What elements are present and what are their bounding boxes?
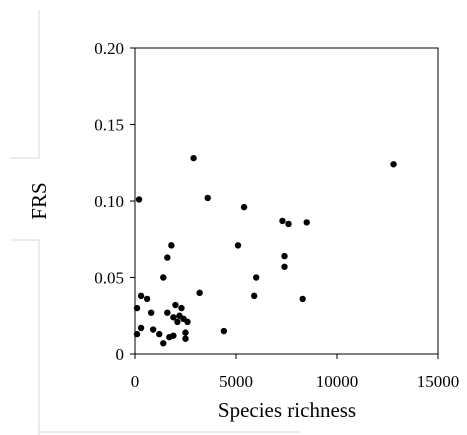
data-point: [149, 326, 157, 333]
data-point: [182, 329, 189, 336]
x-tick-label: 15000: [417, 372, 460, 391]
data-point: [170, 332, 177, 339]
data-point: [303, 219, 310, 226]
data-point: [133, 330, 141, 338]
data-point: [137, 324, 145, 332]
data-point: [174, 318, 181, 326]
x-tick-label: 10000: [316, 372, 359, 391]
data-point: [299, 295, 306, 303]
y-tick-label: 0.20: [94, 39, 124, 58]
data-point: [164, 254, 171, 261]
x-axis-title: Species richness: [218, 398, 356, 422]
data-point: [156, 330, 163, 338]
data-point: [220, 327, 228, 335]
x-tick-label: 0: [131, 372, 140, 391]
y-tick-label: 0.05: [94, 269, 124, 288]
data-point: [285, 220, 292, 228]
data-point: [204, 194, 211, 202]
y-ticks: 0 0.05 0.10 0.15 0.20: [94, 39, 135, 364]
data-point: [160, 340, 167, 347]
data-point: [164, 309, 171, 316]
data-point: [133, 304, 141, 312]
data-point: [234, 242, 242, 249]
data-point: [281, 252, 288, 260]
data-point: [196, 289, 203, 296]
data-point: [184, 318, 191, 326]
data-point: [250, 292, 258, 300]
data-point: [182, 335, 189, 342]
y-axis-title: FRS: [27, 182, 51, 219]
data-point: [147, 309, 155, 316]
data-point: [137, 292, 145, 300]
data-point: [160, 274, 167, 281]
x-ticks: 0 5000 10000 15000: [131, 354, 460, 391]
y-tick-label: 0.10: [94, 192, 124, 211]
data-point: [279, 217, 286, 225]
data-point: [170, 314, 177, 321]
data-point: [143, 295, 151, 303]
y-tick-label: 0.15: [94, 116, 124, 135]
data-point: [240, 203, 248, 211]
data-point: [178, 304, 185, 312]
x-tick-label: 5000: [219, 372, 253, 391]
data-point: [135, 196, 143, 203]
data-point: [390, 161, 397, 168]
data-point: [190, 154, 197, 162]
data-point: [281, 263, 288, 270]
y-tick-label: 0: [116, 345, 125, 364]
data-point: [253, 274, 260, 281]
data-point: [172, 301, 179, 309]
data-points: [133, 154, 397, 347]
data-point: [168, 242, 175, 249]
